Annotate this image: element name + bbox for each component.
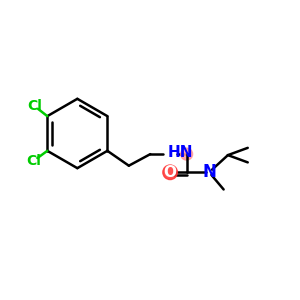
- Text: Cl: Cl: [27, 99, 42, 112]
- Text: O: O: [164, 165, 177, 180]
- Text: N: N: [203, 163, 217, 181]
- Text: Cl: Cl: [26, 154, 41, 168]
- Circle shape: [181, 148, 193, 160]
- Circle shape: [163, 165, 177, 180]
- Text: HN: HN: [167, 145, 193, 160]
